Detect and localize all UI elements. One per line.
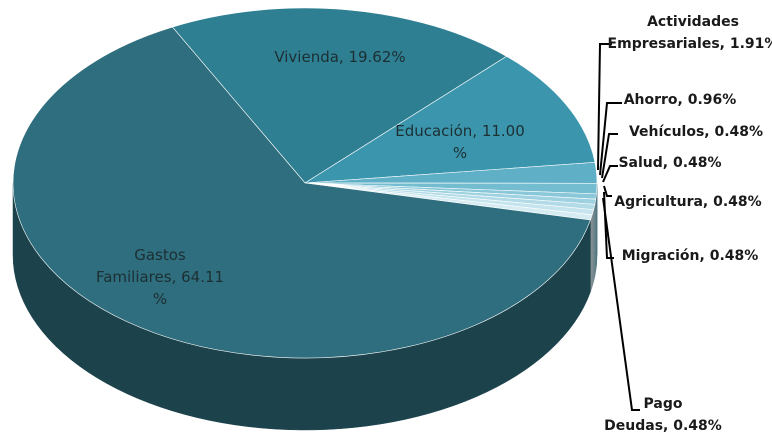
slice [12,26,591,359]
data-label-line: Educación, 11.00 [395,122,525,140]
data-label-line: Pago [644,396,683,412]
data-label-line: Actividades [647,14,739,30]
data-label-line: % [453,144,467,162]
data-label: Educación, 11.00% [395,122,525,162]
leader-lines [597,43,640,411]
leader-line [601,133,618,179]
slice-side [590,214,593,293]
data-label-line: % [153,290,167,308]
leader-line [599,102,622,176]
slice [304,55,596,184]
data-label: Salud, 0.48% [618,155,721,171]
data-label-line: Gastos [134,246,186,264]
data-label-line: Migración, 0.48% [622,248,759,264]
leader-line [603,185,612,197]
data-label: Pago Deudas, 0.48% [604,396,722,434]
data-label: Vehículos, 0.48% [629,124,763,140]
data-label-line: Agricultura, 0.48% [614,194,761,210]
data-label: Vivienda, 19.62% [274,48,405,66]
data-label: Actividades Empresariales, 1.91% [608,14,772,52]
data-label: Migración, 0.48% [622,248,759,264]
leader-line [597,43,612,171]
data-label-line: Empresariales, 1.91% [608,36,772,52]
data-label-line: Familiares, 64.11 [96,268,224,286]
data-label-line: Deudas, 0.48% [604,418,722,434]
data-label-line: Vivienda, 19.62% [274,48,405,66]
data-label-line: Salud, 0.48% [618,155,721,171]
slice [171,7,508,184]
data-labels: Vivienda, 19.62% Educación, 11.00 % Activid… [96,14,772,434]
data-label-line: Vehículos, 0.48% [629,124,763,140]
data-label-line: Ahorro, 0.96% [624,92,737,108]
leader-line [602,197,640,411]
pie-sides [12,182,598,431]
data-label: Agricultura, 0.48% [614,194,761,210]
data-label: Gastos Familiares, 64.11% [96,246,224,308]
data-label: Ahorro, 0.96% [624,92,737,108]
pie-tops [12,7,598,359]
leader-line [602,165,618,183]
